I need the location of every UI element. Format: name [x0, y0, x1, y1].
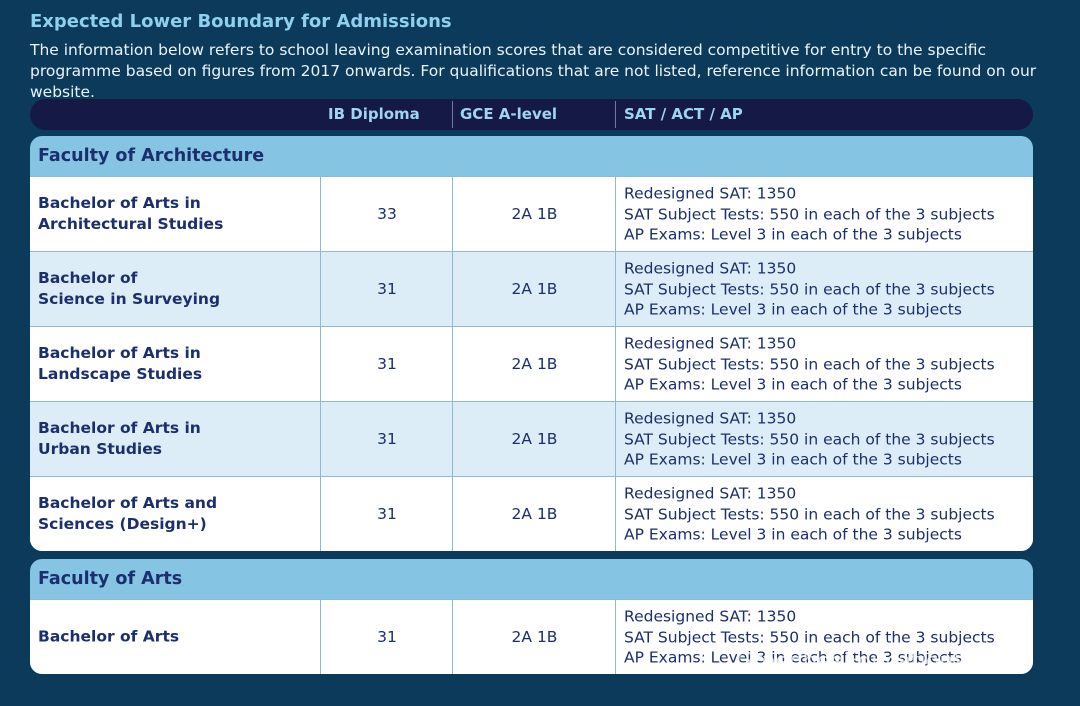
intro-paragraph: The information below refers to school l… — [30, 41, 1037, 101]
ib-score: 31 — [377, 280, 397, 298]
sat-requirements: Redesigned SAT: 1350 SAT Subject Tests: 5… — [624, 484, 995, 544]
gce-score: 2A 1B — [511, 430, 558, 448]
sat-requirements: Redesigned SAT: 1350 SAT Subject Tests: 5… — [624, 409, 995, 469]
gce-score: 2A 1B — [511, 205, 558, 223]
table-header: IB Diploma GCE A-level SAT / ACT / AP — [30, 99, 1033, 130]
programme-name: Bachelor of Arts and Sciences (Design+) — [38, 494, 218, 533]
page-heading: Expected Lower Boundary for Admissions — [30, 11, 452, 32]
table-row: Bachelor of Arts in Urban Studies 31 2A 1… — [30, 401, 1033, 476]
table-row: Bachelor of Arts in Landscape Studies 31 … — [30, 326, 1033, 401]
sat-requirements: Redesigned SAT: 1350 SAT Subject Tests: 5… — [624, 259, 995, 319]
header-divider — [452, 101, 453, 128]
faculty-title: Faculty of Architecture — [38, 146, 265, 166]
programme-name: Bachelor of Arts in Landscape Studies — [38, 344, 203, 383]
table-row: Bachelor of Science in Surveying 31 2A 1B… — [30, 251, 1033, 326]
column-header-ib: IB Diploma — [328, 105, 420, 123]
ib-score: 33 — [377, 205, 397, 223]
sat-requirements: Redesigned SAT: 1350 SAT Subject Tests: 5… — [624, 184, 995, 244]
faculty-block-architecture: Faculty of Architecture Bachelor of Arts… — [30, 136, 1033, 551]
programme-name: Bachelor of Arts in Architectural Studies — [38, 194, 224, 233]
faculty-title: Faculty of Arts — [38, 569, 183, 589]
gce-score: 2A 1B — [511, 628, 558, 646]
table-row: Bachelor of Arts and Sciences (Design+) 3… — [30, 476, 1033, 551]
header-divider — [615, 101, 616, 128]
programme-name: Bachelor of Arts in Urban Studies — [38, 419, 201, 458]
column-header-gce: GCE A-level — [460, 105, 558, 123]
sat-requirements: Redesigned SAT: 1350 SAT Subject Tests: 5… — [624, 334, 995, 394]
gce-score: 2A 1B — [511, 505, 558, 523]
table-row: Bachelor of Arts 31 2A 1B Redesigned SAT… — [30, 599, 1033, 674]
programme-name: Bachelor of Science in Surveying — [38, 269, 221, 308]
ib-score: 31 — [377, 628, 397, 646]
watermark-text: GreenbeeEducation留学 — [736, 649, 998, 674]
ib-score: 31 — [377, 355, 397, 373]
table-row: Bachelor of Arts in Architectural Studies… — [30, 176, 1033, 251]
programme-name: Bachelor of Arts — [38, 627, 180, 646]
faculty-block-arts: Faculty of Arts Bachelor of Arts 31 2A 1… — [30, 559, 1033, 674]
gce-score: 2A 1B — [511, 280, 558, 298]
column-header-sat: SAT / ACT / AP — [624, 105, 743, 123]
ib-score: 31 — [377, 505, 397, 523]
ib-score: 31 — [377, 430, 397, 448]
watermark: GreenbeeEducation留学 — [700, 643, 997, 675]
chat-bubble-icon — [700, 647, 730, 671]
gce-score: 2A 1B — [511, 355, 558, 373]
